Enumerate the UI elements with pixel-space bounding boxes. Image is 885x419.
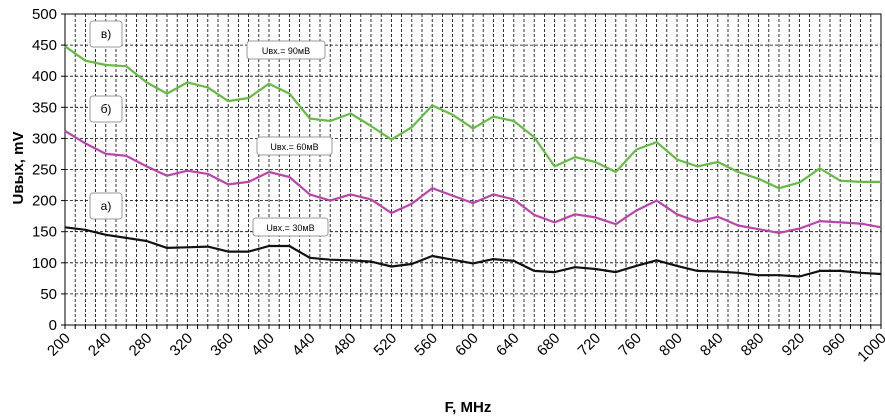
annotation-box <box>89 95 123 123</box>
y-tick-label: 400 <box>32 68 57 85</box>
x-tick-label: 1000 <box>854 330 885 366</box>
y-tick-label: 450 <box>32 37 57 54</box>
x-tick-label: 800 <box>656 330 686 360</box>
annotation-box <box>89 20 123 48</box>
x-tick-label: 960 <box>819 330 849 360</box>
annotation-label: б) <box>101 102 112 116</box>
x-tick-label: 600 <box>452 330 482 360</box>
annotations: в) б) а) Uвх.= 90мВ Uвх.= 60мВ Uвх.= 30мВ <box>89 20 333 237</box>
y-tick-label: 200 <box>32 193 57 210</box>
x-tick-label: 480 <box>330 330 360 360</box>
annotation-label: Uвх.= 30мВ <box>266 223 314 233</box>
annotation-box <box>246 40 326 60</box>
y-tick-label: 0 <box>49 317 57 334</box>
y-tick-label: 100 <box>32 255 57 272</box>
x-tick-label: 920 <box>779 330 809 360</box>
series-line-2 <box>64 129 882 234</box>
series-group <box>64 45 882 278</box>
axes: 0 50 100 150 200 250 300 350 400 450 500 200 240 280 3… <box>32 6 885 365</box>
x-tick-label: 280 <box>126 330 156 360</box>
y-tick-label: 350 <box>32 99 57 116</box>
y-tick-label: 50 <box>40 286 57 303</box>
annotation-tag-b: б) <box>89 95 123 123</box>
annotation-box <box>89 192 123 220</box>
x-tick-label: 320 <box>167 330 197 360</box>
annotation-box <box>256 136 333 156</box>
y-axis-title: Uвых, mV <box>10 132 27 205</box>
annotation-note-60: Uвх.= 60мВ <box>256 136 333 156</box>
annotation-tag-v: в) <box>89 20 123 48</box>
annotation-label: в) <box>101 27 111 41</box>
annotation-box <box>252 217 329 237</box>
x-tick-label: 440 <box>289 330 319 360</box>
x-axis-title: F, MHz <box>445 399 492 416</box>
annotation-label: а) <box>101 199 112 213</box>
x-tick-label: 760 <box>615 330 645 360</box>
x-tick-label: 840 <box>697 330 727 360</box>
y-tick-label: 150 <box>32 224 57 241</box>
x-tick-label: 400 <box>248 330 278 360</box>
x-tick-label: 520 <box>371 330 401 360</box>
x-tick-label: 880 <box>738 330 768 360</box>
x-tick-label: 640 <box>493 330 523 360</box>
annotation-tag-a: а) <box>89 192 123 220</box>
x-tick-label: 560 <box>411 330 441 360</box>
annotation-label: Uвх.= 60мВ <box>270 142 318 152</box>
annotation-note-30: Uвх.= 30мВ <box>252 217 329 237</box>
x-tick-label: 240 <box>85 330 115 360</box>
x-tick-label: 200 <box>44 330 74 360</box>
series-line-1 <box>64 45 881 190</box>
annotation-note-90: Uвх.= 90мВ <box>246 40 326 60</box>
series-line-3 <box>64 226 882 278</box>
y-tick-label: 250 <box>32 162 57 179</box>
y-tick-label: 500 <box>32 6 57 23</box>
x-tick-label: 720 <box>575 330 605 360</box>
annotation-label: Uвх.= 90мВ <box>262 46 310 56</box>
x-tick-label: 360 <box>207 330 237 360</box>
y-tick-label: 300 <box>32 130 57 147</box>
grid <box>65 13 881 325</box>
x-tick-label: 680 <box>534 330 564 360</box>
